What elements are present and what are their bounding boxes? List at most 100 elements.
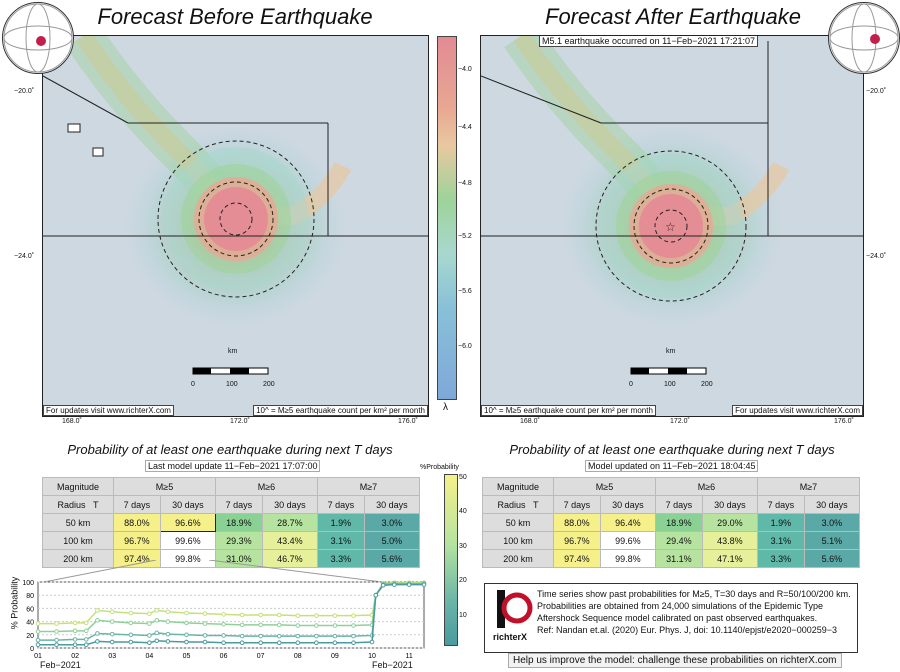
right-lat-tick-20: −20.0˚	[866, 88, 887, 95]
ts-point	[95, 608, 100, 613]
ts-point	[373, 592, 379, 598]
ts-ytick-label: 60	[26, 606, 34, 613]
ts-point	[351, 623, 356, 628]
ts-point	[421, 582, 427, 587]
table-row: 100 km 96.7% 99.6% 29.3% 43.4% 3.1% 5.0%	[42, 531, 421, 550]
ts-point	[295, 640, 301, 646]
ts-xtick-label: 06	[220, 653, 228, 660]
info-line: Ref: Nandan et.al. (2020) Eur. Phys. J, …	[537, 625, 838, 635]
radius-header: Radius T	[482, 495, 554, 514]
ts-xtick-label: 05	[183, 653, 191, 660]
ts-series-line	[38, 583, 424, 646]
right-globe-icon	[828, 2, 900, 74]
ts-point	[258, 612, 263, 618]
prob-cell: 3.0%	[803, 513, 861, 532]
right-forecast-map[interactable]: ☆ M5.1 earthquake occurred on 11−Feb−202…	[480, 35, 864, 417]
lambda-colorbar	[437, 36, 457, 400]
radius-cell: 100 km	[482, 531, 554, 550]
ts-point	[351, 613, 356, 618]
ts-point	[128, 610, 134, 616]
table-row: 200 km 97.4% 99.8% 31.0% 46.7% 3.3% 5.6%	[42, 549, 421, 568]
ts-point	[128, 620, 134, 626]
ts-ytick-label: 80	[26, 593, 34, 600]
ts-point	[54, 642, 59, 647]
right-footer-url: For updates visit www.richterX.com	[732, 405, 863, 416]
ts-xtick-label: 10	[368, 653, 376, 660]
ts-point	[154, 617, 160, 623]
prob-cell: 47.1%	[701, 549, 758, 568]
ts-point	[83, 642, 89, 647]
probability-time-series: 0 20 40 60 80 100 01 02 03 04 05 06 07 08 09 10 11	[22, 560, 427, 660]
ts-point	[128, 639, 134, 645]
ts-point	[35, 629, 41, 634]
right-panel-title: Forecast After Earthquake	[545, 4, 801, 29]
ts-xtick-label: 04	[145, 653, 153, 660]
ts-point	[95, 617, 100, 623]
ts-point	[295, 613, 301, 618]
ts-point	[184, 639, 189, 645]
mag5-header: M≥5	[113, 477, 216, 496]
right-scale-100: 100	[664, 381, 676, 388]
zoom-connector-left	[43, 560, 157, 583]
table-row: 50 km 88.0% 96.6% 18.9% 28.7% 1.9% 3.0%	[42, 513, 421, 532]
period-7: 7 days	[316, 495, 365, 514]
prob-cell: 5.0%	[363, 531, 421, 550]
help-link[interactable]: Help us improve the model: challenge the…	[508, 653, 842, 668]
left-globe-icon	[2, 2, 74, 74]
ts-point	[147, 633, 152, 638]
ts-point	[95, 631, 100, 636]
right-table-update: Model updated on 11−Feb−2021 18:04:45	[585, 460, 759, 472]
right-footer-legend: 10^ = M≥5 earthquake count per km² per m…	[481, 405, 656, 416]
colorbar-tick-1: −4.0	[458, 66, 472, 73]
left-lat-tick-20: −20.0˚	[14, 88, 35, 95]
prob-cell: 96.7%	[553, 531, 601, 550]
left-lat-tick-24: −24.0˚	[14, 253, 35, 260]
left-forecast-map[interactable]: km 0 100 200 For updates visit www.richt…	[42, 35, 429, 417]
ts-point	[276, 622, 282, 628]
right-map-overlay: ☆	[481, 36, 863, 375]
ts-point	[154, 638, 160, 644]
prob-cell: 96.7%	[113, 531, 161, 550]
left-scale-0: 0	[191, 381, 195, 388]
prob-cell: 5.1%	[803, 531, 861, 550]
right-km-label: km	[666, 348, 676, 355]
mag7-header: M≥7	[316, 477, 421, 496]
ts-point	[72, 620, 78, 626]
right-event-banner: M5.1 earthquake occurred on 11−Feb−2021 …	[539, 36, 758, 47]
period-30: 30 days	[599, 495, 656, 514]
ts-point	[202, 639, 208, 645]
ts-point	[258, 640, 263, 646]
prob-cell: 29.3%	[214, 531, 263, 550]
radius-header: Radius T	[42, 495, 114, 514]
colorbar-tick-5: −5.6	[458, 288, 472, 295]
ts-point	[369, 639, 375, 645]
ts-point	[154, 630, 160, 636]
left-footer-legend: 10^ = M≥5 earthquake count per km² per m…	[253, 405, 428, 416]
radius-cell: 200 km	[42, 549, 114, 568]
period-7: 7 days	[756, 495, 805, 514]
prob-cell: 3.3%	[316, 549, 365, 568]
ts-point	[221, 633, 226, 638]
left-table-heading: Probability of at least one earthquake d…	[67, 442, 393, 457]
period-7: 7 days	[654, 495, 703, 514]
prob-cell: 5.6%	[363, 549, 421, 568]
period-7: 7 days	[553, 495, 601, 514]
ts-xtick-label: 02	[71, 653, 79, 660]
ts-point	[184, 632, 189, 638]
colorbar-tick-6: −6.0	[458, 343, 472, 350]
ts-point	[392, 582, 397, 587]
ts-point	[147, 611, 152, 616]
mag5-header: M≥5	[553, 477, 656, 496]
ts-point	[276, 640, 282, 646]
mag6-header: M≥6	[654, 477, 758, 496]
prob-cell: 3.1%	[756, 531, 805, 550]
left-scale-200: 200	[263, 381, 275, 388]
prob-cell: 46.7%	[261, 549, 318, 568]
ts-ylabel: % Probability	[9, 576, 20, 630]
ts-point	[109, 639, 115, 645]
period-30: 30 days	[803, 495, 861, 514]
ts-point	[165, 631, 171, 637]
ts-point	[258, 622, 263, 628]
prob-cell: 1.9%	[316, 513, 365, 532]
prob-cell: 29.4%	[654, 531, 703, 550]
